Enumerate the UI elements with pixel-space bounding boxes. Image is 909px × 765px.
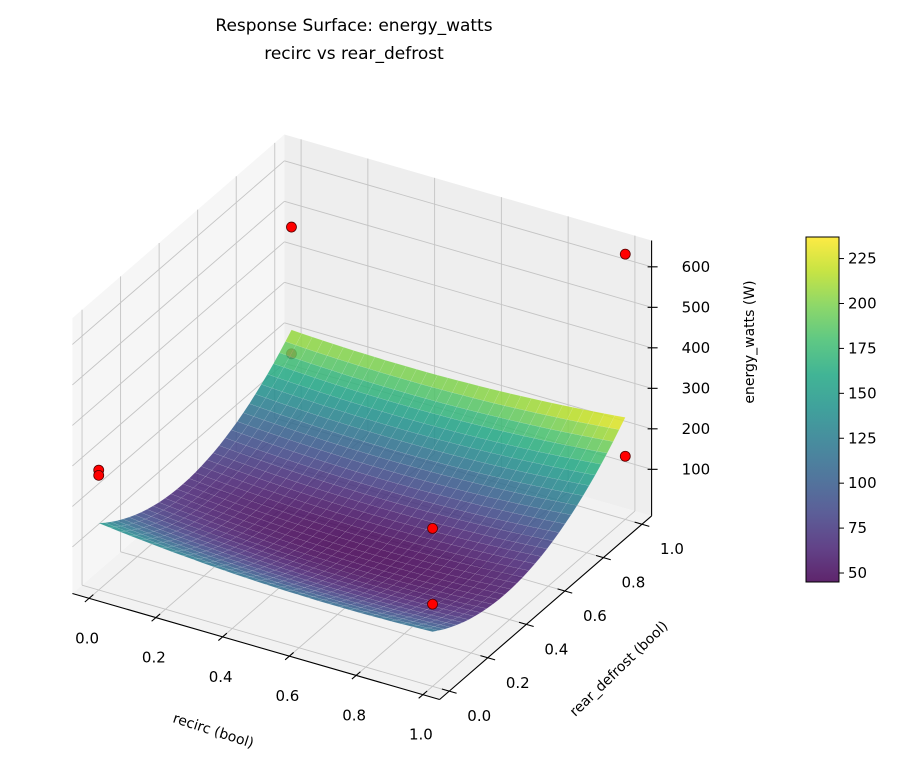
x-tick-mark xyxy=(84,594,94,603)
x-tick-mark xyxy=(218,632,228,641)
x-tick-label: 1.0 xyxy=(409,726,433,744)
colorbar-tick-label: 50 xyxy=(848,564,867,582)
y-tick-label: 0.6 xyxy=(583,607,607,625)
response-surface xyxy=(98,329,626,632)
z-gridline-back xyxy=(284,160,652,268)
z-gridline-back xyxy=(284,281,652,389)
x-tick-label: 0.0 xyxy=(75,629,99,647)
z-gridline-left xyxy=(72,241,285,426)
z-tick-label: 200 xyxy=(682,420,711,438)
colorbar-tick-label: 75 xyxy=(848,519,867,537)
x-tick-mark xyxy=(284,652,294,661)
colorbar-gradient xyxy=(806,237,839,582)
x-tick-label: 0.8 xyxy=(342,706,366,724)
z-gridline-left xyxy=(72,200,285,386)
scatter-point xyxy=(427,522,438,534)
y-tick-label: 0.2 xyxy=(506,674,530,692)
scatter-point xyxy=(619,248,631,260)
z-gridline-back xyxy=(284,200,652,308)
x-tick-label: 0.4 xyxy=(209,668,233,686)
z-tick-label: 500 xyxy=(682,298,711,316)
z-tick-label: 600 xyxy=(682,258,711,276)
z-gridline-left xyxy=(72,160,285,345)
colorbar-tick-label: 100 xyxy=(848,474,877,492)
scatter-point xyxy=(93,469,105,481)
colorbar-tick-label: 200 xyxy=(848,294,877,312)
surface-facet xyxy=(518,561,536,571)
y-tick-label: 0.8 xyxy=(621,574,645,592)
z-gridline-back xyxy=(284,241,652,349)
colorbar: 50 75 100 125 150 175 200 225 xyxy=(805,236,877,583)
colorbar-frame xyxy=(805,236,840,583)
x-tick-mark xyxy=(418,690,428,699)
scatter-visible xyxy=(93,221,631,610)
colorbar-tick-label: 225 xyxy=(848,250,877,268)
x-gridline-floor xyxy=(422,510,636,696)
x-tick-mark xyxy=(151,613,161,622)
z-gridline-left xyxy=(72,322,285,507)
axis-lines: 0.0 0.2 0.4 0.6 0.8 1.0 0.0 0.2 0.4 0.6 0.8 1.0 100 2… xyxy=(72,240,711,744)
surface-facet xyxy=(548,521,566,533)
y-tick-label: 1.0 xyxy=(660,540,684,558)
y-axis-label: rear_defrost (bool) xyxy=(567,618,672,720)
scatter-point xyxy=(286,221,297,233)
colorbar-tick-label: 150 xyxy=(848,384,877,402)
y-gridline-floor xyxy=(120,551,488,659)
y-gridline-floor xyxy=(81,584,450,692)
surface-facet xyxy=(506,574,524,584)
surface-facet xyxy=(422,627,439,632)
y-tick-mark xyxy=(634,521,650,527)
left-wall-pane xyxy=(72,134,285,594)
scatter-point xyxy=(619,450,631,462)
surface-facet xyxy=(512,568,530,578)
chart-title-line-2: recirc vs rear_defrost xyxy=(264,44,444,64)
y-tick-mark xyxy=(518,621,534,628)
y-tick-label: 0.0 xyxy=(467,707,491,725)
y-tick-mark xyxy=(595,554,611,561)
scatter-point xyxy=(427,598,438,610)
y-tick-mark xyxy=(441,688,457,694)
z-gridline-left xyxy=(72,362,285,548)
x-tick-mark xyxy=(351,671,361,680)
chart-title-line-1: Response Surface: energy_watts xyxy=(215,16,492,36)
y-tick-mark xyxy=(480,655,496,661)
x-axis-label: recirc (bool) xyxy=(171,711,256,752)
z-tick-label: 100 xyxy=(682,460,711,478)
x-tick-label: 0.2 xyxy=(142,649,166,667)
y-tick-mark xyxy=(557,588,573,594)
z-tick-label: 400 xyxy=(682,339,711,357)
surface-facet xyxy=(566,493,584,506)
y-tick-label: 0.4 xyxy=(544,640,568,658)
z-tick-label: 300 xyxy=(682,379,711,397)
x-tick-label: 0.6 xyxy=(275,687,299,705)
colorbar-tick-label: 175 xyxy=(848,339,877,357)
z-gridline-left xyxy=(72,281,285,467)
z-axis-label: energy_watts (W) xyxy=(742,280,758,403)
colorbar-tick-label: 125 xyxy=(848,429,877,447)
x-axis-line xyxy=(72,592,440,701)
y-axis-line xyxy=(439,515,652,700)
